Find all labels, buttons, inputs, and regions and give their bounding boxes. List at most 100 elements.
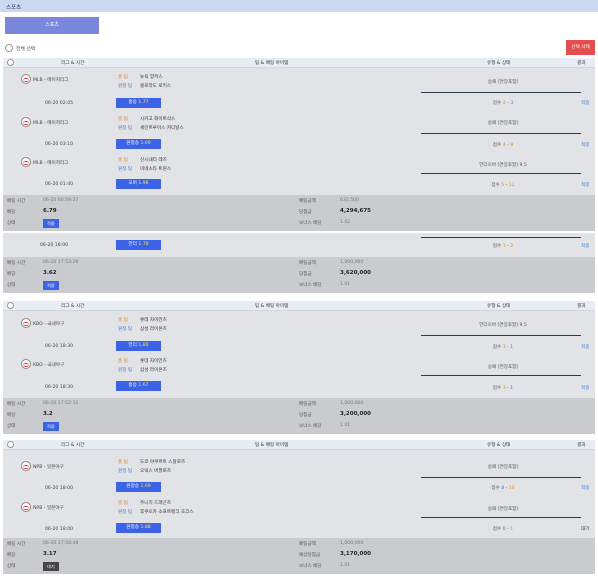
status-badge: 적중 bbox=[43, 219, 59, 228]
away-team: 오릭스 버팔로즈 bbox=[140, 469, 172, 474]
home-label: 홈 팀 bbox=[118, 318, 128, 323]
bet-type: 언더오버 [연장포함] 9.5 bbox=[479, 163, 527, 168]
pick-button[interactable]: 원정승 1.88 bbox=[116, 523, 161, 533]
odds-value: 3.2 bbox=[43, 411, 53, 417]
bet-amount-value: 1,000,000 bbox=[340, 260, 364, 265]
away-label: 원정 팀 bbox=[118, 510, 133, 515]
win-amount-value: 3,620,000 bbox=[340, 270, 371, 276]
bet-amount-label: 배팅금액 bbox=[299, 261, 316, 266]
away-label: 원정 팀 bbox=[118, 368, 133, 373]
score-divider bbox=[421, 517, 581, 518]
pick-button[interactable]: 원정승 1.69 bbox=[116, 139, 161, 149]
bet-type: 승패 [연장포함] bbox=[487, 365, 519, 370]
score: 점수 4 - 3 bbox=[492, 101, 514, 106]
bet-slip-4: 리그 & 시간 팀 & 배팅 아이템 유형 & 상태 결과 NPB - 일본야구… bbox=[3, 440, 595, 574]
bet-amount-label: 배팅금액 bbox=[299, 402, 316, 407]
score: 점수 4 - 9 bbox=[492, 143, 514, 148]
status-label: 상태 bbox=[7, 424, 16, 429]
score: 점수 8 - 10 bbox=[491, 486, 515, 491]
game-league: MLB - 메이저리그 bbox=[21, 157, 68, 167]
odds-value: 3.62 bbox=[43, 270, 57, 276]
select-all-radio[interactable] bbox=[5, 44, 13, 52]
pick-button[interactable]: 오버 1.96 bbox=[116, 179, 161, 189]
game-time: 06-20 18:00 bbox=[45, 486, 74, 491]
delete-selected-button[interactable]: 선택 삭제 bbox=[566, 40, 595, 55]
pick-button[interactable]: 언더 1.70 bbox=[116, 240, 161, 250]
select-all-label: 전체 선택 bbox=[16, 47, 36, 52]
pick-button[interactable]: 홈승 1.77 bbox=[116, 98, 161, 108]
bonus-label: 보너스 배당 bbox=[299, 564, 322, 569]
tab-sports[interactable]: 스포츠 bbox=[5, 17, 99, 34]
game-result: 적중 bbox=[581, 345, 590, 350]
pick-button[interactable]: 홈승 1.67 bbox=[116, 381, 161, 391]
pick-label: 언더 bbox=[128, 242, 137, 247]
baseball-icon bbox=[21, 74, 31, 84]
home-label: 홈 팀 bbox=[118, 359, 128, 364]
bet-type: 승패 [연장포함] bbox=[487, 507, 519, 512]
pick-odds: 1.70 bbox=[138, 242, 149, 247]
game-time: 06-20 18:30 bbox=[45, 385, 74, 390]
pick-odds: 1.77 bbox=[138, 100, 149, 105]
game-league: NPB - 일본야구 bbox=[21, 461, 64, 471]
baseball-icon bbox=[21, 359, 31, 369]
home-label: 홈 팀 bbox=[118, 501, 128, 506]
baseball-icon bbox=[21, 157, 31, 167]
pick-odds: 1.88 bbox=[140, 525, 151, 530]
pick-label: 원정승 bbox=[126, 141, 139, 146]
game-league: KBO - 국내야구 bbox=[21, 359, 64, 369]
slip-select-radio[interactable] bbox=[7, 441, 14, 448]
pick-button[interactable]: 원정승 1.69 bbox=[116, 482, 161, 492]
win-amount-value: 3,200,000 bbox=[340, 411, 371, 417]
bet-type: 언더오버 [연장포함] 9.5 bbox=[479, 323, 527, 328]
header-league-time: 리그 & 시간 bbox=[61, 61, 85, 66]
bet-amount-value: 1,000,000 bbox=[340, 401, 364, 406]
game-result: 적중 bbox=[581, 143, 590, 148]
win-amount-label: 당첨금 bbox=[299, 210, 312, 215]
top-bar: 스포츠 bbox=[0, 0, 598, 12]
bet-amount-value: 1,000,000 bbox=[340, 541, 364, 546]
game-time: 06-20 18:00 bbox=[45, 527, 74, 532]
home-team: 시카고 화이트삭스 bbox=[140, 117, 176, 122]
away-label: 원정 팀 bbox=[118, 167, 133, 172]
odds-label: 배당 bbox=[7, 553, 16, 558]
slip-summary: 배팅 시간 06-20 17:53:29 배당 3.62 상태 적중 배팅금액 … bbox=[3, 257, 595, 293]
header-team-item: 팀 & 배팅 아이템 bbox=[255, 61, 289, 66]
odds-label: 배당 bbox=[7, 210, 16, 215]
odds-value: 6.79 bbox=[43, 208, 57, 214]
pick-label: 원정승 bbox=[126, 484, 139, 489]
baseball-icon bbox=[21, 117, 31, 127]
pick-odds: 1.69 bbox=[140, 141, 151, 146]
pick-odds: 1.96 bbox=[138, 181, 149, 186]
pick-label: 원정승 bbox=[126, 525, 139, 530]
bet-time-label: 배팅 시간 bbox=[7, 261, 26, 266]
bet-amount-label: 배팅금액 bbox=[299, 199, 316, 204]
bonus-value: 1.01 bbox=[340, 423, 351, 428]
home-team: 뉴욕 양키스 bbox=[140, 75, 163, 80]
game-time: 06-20 03:10 bbox=[45, 142, 74, 147]
baseball-icon bbox=[21, 318, 31, 328]
pick-button[interactable]: 언더 1.80 bbox=[116, 341, 161, 351]
score: 점수 3 - 1 bbox=[492, 386, 514, 391]
slip-summary: 배팅 시간 06-20 00:59:27 배당 6.79 상태 적중 배팅금액 … bbox=[3, 195, 595, 231]
bonus-value: 1.01 bbox=[340, 282, 351, 287]
status-label: 상태 bbox=[7, 283, 16, 288]
status-badge: 적중 bbox=[43, 281, 59, 290]
bonus-value: 1.02 bbox=[340, 220, 351, 225]
bonus-label: 보너스 배당 bbox=[299, 424, 322, 429]
away-label: 원정 팀 bbox=[118, 469, 133, 474]
bet-time-value: 06-20 00:59:27 bbox=[43, 198, 79, 203]
status-label: 상태 bbox=[7, 564, 16, 569]
top-title: 스포츠 bbox=[6, 5, 22, 11]
away-team: 후쿠오카 소프트뱅크 호크스 bbox=[140, 510, 194, 515]
status-badge: 대기 bbox=[43, 562, 59, 571]
slip-select-radio[interactable] bbox=[7, 302, 14, 309]
away-team: 미네소타 트윈스 bbox=[140, 167, 172, 172]
slip-select-radio[interactable] bbox=[7, 59, 14, 66]
header-team-item: 팀 & 배팅 아이템 bbox=[255, 443, 289, 448]
home-team: 도쿄 야쿠르트 스왈로즈 bbox=[140, 460, 186, 465]
game-time: 06-20 18:00 bbox=[40, 243, 69, 248]
bet-slip-2: 06-20 18:00 언더 1.70 점수 1 - 2 적중 배팅 시간 06… bbox=[3, 233, 595, 293]
score-divider bbox=[421, 237, 581, 238]
home-team: 주니치 드래곤즈 bbox=[140, 501, 172, 506]
status-badge: 적중 bbox=[43, 422, 59, 431]
